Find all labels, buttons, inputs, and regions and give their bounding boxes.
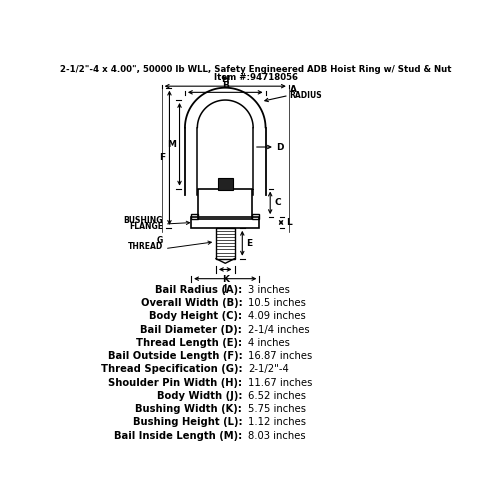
Text: D: D [276,142,284,152]
Text: C: C [275,198,281,207]
Text: Item #:94718056: Item #:94718056 [214,73,298,82]
Text: 10.5 inches: 10.5 inches [248,298,306,308]
Text: Shoulder Pin Width (H):: Shoulder Pin Width (H): [108,378,242,388]
Text: G: G [157,236,163,244]
Bar [218,178,233,190]
Bar [191,217,260,228]
Text: F: F [158,154,165,162]
Text: 2-1/2"-4 x 4.00", 50000 lb WLL, Safety Engineered ADB Hoist Ring w/ Stud & Nut: 2-1/2"-4 x 4.00", 50000 lb WLL, Safety E… [60,64,452,74]
Text: Overall Width (B):: Overall Width (B): [140,298,242,308]
Text: L: L [286,218,292,227]
Text: 4 inches: 4 inches [248,338,290,348]
Text: H: H [222,75,229,84]
Text: BUSHING: BUSHING [124,216,163,224]
Text: 4.09 inches: 4.09 inches [248,312,306,322]
Text: B: B [222,81,228,90]
Text: 6.52 inches: 6.52 inches [248,391,306,401]
Text: 1.12 inches: 1.12 inches [248,418,306,428]
Text: 2-1/4 inches: 2-1/4 inches [248,324,310,334]
Text: K: K [222,275,229,284]
Text: 5.75 inches: 5.75 inches [248,404,306,414]
Text: Body Height (C):: Body Height (C): [149,312,242,322]
Bar [252,214,260,220]
Text: 2-1/2"-4: 2-1/2"-4 [248,364,289,374]
Text: THREAD: THREAD [128,242,163,252]
Text: Bail Radius (A):: Bail Radius (A): [155,285,242,295]
Text: Bail Outside Length (F):: Bail Outside Length (F): [108,351,242,361]
Text: Bushing Height (L):: Bushing Height (L): [132,418,242,428]
Bar [198,188,252,220]
Text: Bushing Width (K):: Bushing Width (K): [136,404,242,414]
Text: 8.03 inches: 8.03 inches [248,430,306,440]
Text: Body Width (J):: Body Width (J): [157,391,242,401]
Text: M: M [166,140,175,149]
Bar [191,214,198,220]
Text: Bail Inside Length (M):: Bail Inside Length (M): [114,430,242,440]
Text: 3 inches: 3 inches [248,285,290,295]
Bar [216,228,234,258]
Text: J: J [224,284,227,293]
Text: 11.67 inches: 11.67 inches [248,378,313,388]
Text: A: A [290,85,296,94]
Text: 16.87 inches: 16.87 inches [248,351,313,361]
Text: Thread Specification (G):: Thread Specification (G): [100,364,242,374]
Text: Thread Length (E):: Thread Length (E): [136,338,242,348]
Text: E: E [246,239,252,248]
Text: FLANGE: FLANGE [129,222,163,232]
Text: RADIUS: RADIUS [290,91,322,100]
Text: Bail Diameter (D):: Bail Diameter (D): [140,324,242,334]
